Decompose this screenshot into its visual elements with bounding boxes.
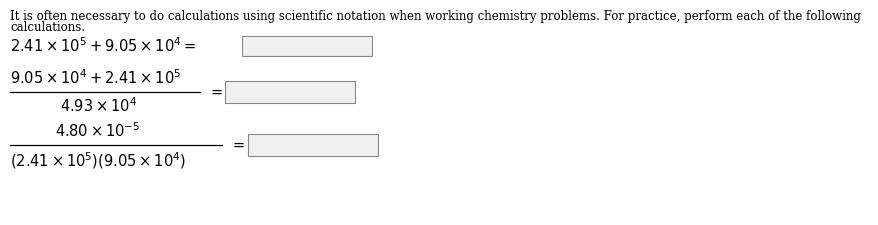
Text: $4.93 \times 10^4$: $4.93 \times 10^4$ — [60, 97, 137, 115]
FancyBboxPatch shape — [241, 36, 371, 56]
Text: $(2.41 \times 10^5)(9.05 \times 10^4)$: $(2.41 \times 10^5)(9.05 \times 10^4)$ — [10, 151, 186, 171]
FancyBboxPatch shape — [248, 134, 378, 156]
Text: $4.80 \times 10^{-5}$: $4.80 \times 10^{-5}$ — [55, 122, 140, 140]
Text: calculations.: calculations. — [10, 21, 85, 34]
Text: $9.05 \times 10^4 + 2.41 \times 10^5$: $9.05 \times 10^4 + 2.41 \times 10^5$ — [10, 69, 181, 87]
FancyBboxPatch shape — [225, 81, 355, 103]
Text: $=$: $=$ — [230, 138, 245, 152]
Text: It is often necessary to do calculations using scientific notation when working : It is often necessary to do calculations… — [10, 10, 860, 23]
Text: $=$: $=$ — [208, 85, 223, 99]
Text: $2.41 \times 10^5 + 9.05 \times 10^4 =$: $2.41 \times 10^5 + 9.05 \times 10^4 =$ — [10, 37, 196, 55]
